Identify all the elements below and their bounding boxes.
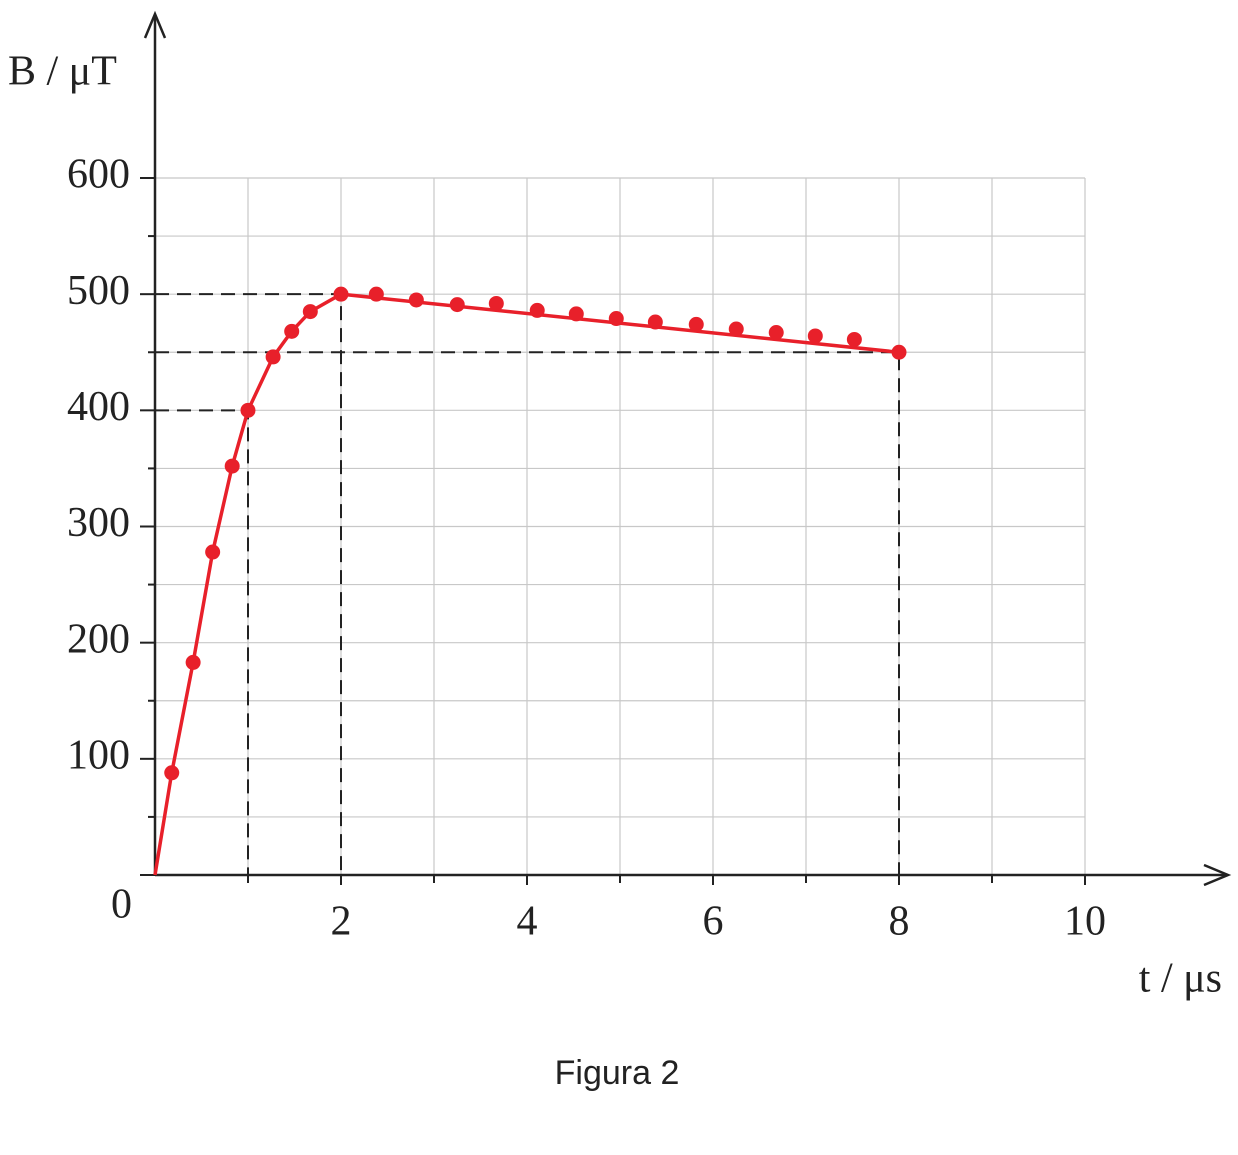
data-point (891, 344, 907, 360)
data-point (265, 349, 281, 365)
data-point (408, 292, 424, 308)
data-point (846, 331, 862, 347)
data-point (205, 544, 221, 560)
data-point (647, 314, 663, 330)
y-tick-label: 400 (67, 384, 130, 430)
y-tick-label: 600 (67, 152, 130, 198)
x-tick-label: 10 (1064, 899, 1106, 945)
y-tick-label: 500 (67, 268, 130, 314)
y-tick-label: 100 (67, 732, 130, 778)
data-point (302, 304, 318, 320)
data-point (224, 458, 240, 474)
x-tick-label: 6 (703, 899, 724, 945)
data-point (728, 321, 744, 337)
data-point (608, 311, 624, 327)
y-axis-label: B / μT (8, 49, 117, 95)
x-axis-label: t / μs (1139, 956, 1222, 1002)
y-tick-label: 0 (111, 882, 132, 928)
data-point (333, 286, 349, 302)
axes (143, 10, 1232, 887)
data-point (240, 402, 256, 418)
x-arrow (1203, 863, 1232, 887)
data-point (568, 306, 584, 322)
y-arrow (143, 10, 167, 39)
data-point (807, 328, 823, 344)
data-point (449, 297, 465, 313)
x-tick-label: 4 (517, 899, 538, 945)
data-point (688, 316, 704, 332)
data-point (284, 323, 300, 339)
guide-line (155, 351, 900, 875)
x-tick-label: 2 (331, 899, 352, 945)
data-point (368, 286, 384, 302)
y-tick-label: 300 (67, 500, 130, 546)
y-tick-label: 200 (67, 616, 130, 662)
data-point (164, 765, 180, 781)
data-point (488, 295, 504, 311)
caption: Figura 2 (555, 1054, 680, 1092)
data-point (768, 325, 784, 341)
data-point (529, 302, 545, 318)
data-point (185, 654, 201, 670)
x-tick-label: 8 (889, 899, 910, 945)
